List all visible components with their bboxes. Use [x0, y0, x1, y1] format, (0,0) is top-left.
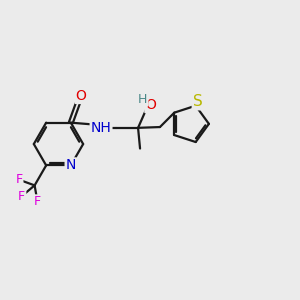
Text: N: N	[66, 158, 76, 172]
Text: O: O	[146, 98, 156, 112]
Text: F: F	[18, 190, 26, 202]
Text: F: F	[15, 173, 22, 186]
Text: O: O	[76, 89, 87, 103]
Text: NH: NH	[91, 121, 111, 135]
Text: F: F	[34, 195, 41, 208]
Text: S: S	[193, 94, 202, 109]
Text: H: H	[138, 93, 148, 106]
